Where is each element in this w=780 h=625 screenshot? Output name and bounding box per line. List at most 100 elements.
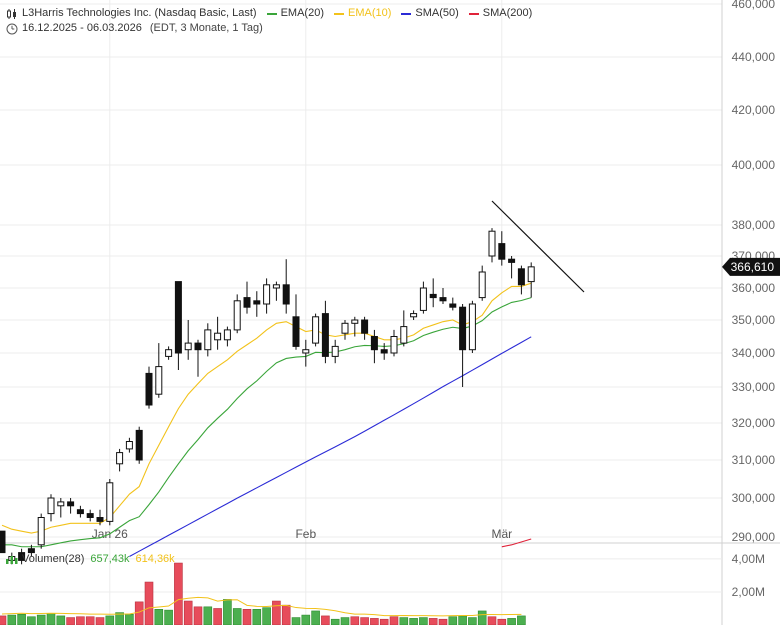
volume-bar <box>281 604 291 625</box>
y-tick-label: 350,000 <box>732 313 776 327</box>
volume-value-1: 657,43k <box>90 553 130 565</box>
legend-item-ema10[interactable]: EMA(10) <box>333 6 391 21</box>
volume-bar <box>134 601 144 625</box>
candlestick-icon <box>7 8 16 19</box>
candle-body <box>184 342 192 351</box>
volume-bar <box>428 618 438 625</box>
candle-body <box>116 452 124 465</box>
candle-body <box>204 329 212 351</box>
candle-body <box>67 501 75 507</box>
candle-body <box>449 303 457 308</box>
candle-body <box>439 297 447 302</box>
volume-bar <box>330 618 340 625</box>
y-tick-label: 380,000 <box>732 218 776 232</box>
volume-bar <box>56 615 66 625</box>
volume-bar <box>66 617 75 625</box>
candle-body <box>361 319 369 334</box>
volume-bar <box>154 609 164 625</box>
y-tick-label: 330,000 <box>732 380 776 394</box>
candle-body <box>370 336 378 351</box>
ema20-swatch <box>266 12 277 15</box>
volume-bar <box>477 610 487 625</box>
candle-body <box>174 281 182 354</box>
y-tick-label: 300,000 <box>732 491 776 505</box>
legend-date-row: 16.12.2025 - 06.03.2026 (EDT, 3 Monate, … <box>6 21 532 36</box>
volume-bar <box>193 606 203 625</box>
ema10-line <box>1 282 532 534</box>
volume-bar <box>36 614 46 625</box>
last-price-label: 366,610 <box>731 260 775 274</box>
candle-body <box>243 297 251 308</box>
legend-title-row: L3Harris Technologies Inc. (Nasdaq Basic… <box>6 6 532 21</box>
legend-item-sma200[interactable]: SMA(200) <box>468 6 533 21</box>
volume-bar <box>507 618 516 625</box>
volume-bars-icon <box>6 556 18 564</box>
candle-body <box>145 372 153 406</box>
candle-body <box>27 548 35 554</box>
volume-tick-label: 2,00M <box>732 585 765 599</box>
volume-bar <box>497 618 507 625</box>
volume-bar <box>46 613 56 625</box>
ema10-swatch <box>333 12 344 15</box>
volume-bar <box>183 600 193 625</box>
legend-item-ema20[interactable]: EMA(20) <box>266 6 324 21</box>
candle-body <box>419 287 427 311</box>
y-tick-label: 310,000 <box>732 453 776 467</box>
volume-label: Volumen(28) <box>22 553 85 565</box>
candle-body <box>125 441 133 450</box>
y-tick-label: 400,000 <box>732 158 776 172</box>
candle-body <box>214 332 222 341</box>
x-tick-label: Feb <box>295 527 316 541</box>
volume-bar <box>223 599 232 625</box>
volume-tick-label: 4,00M <box>732 552 765 566</box>
volume-bar <box>115 612 124 625</box>
candle-body <box>351 319 359 324</box>
candle-body <box>57 501 65 507</box>
candle-body <box>508 258 516 263</box>
volume-bar <box>360 617 369 625</box>
volume-bar <box>174 562 183 625</box>
volume-bar <box>203 606 213 625</box>
candle-body <box>380 349 388 354</box>
volume-bar <box>438 618 448 625</box>
y-tick-label: 420,000 <box>732 103 776 117</box>
volume-bar <box>95 617 105 625</box>
volume-bar <box>291 617 301 625</box>
candle-body <box>488 230 496 257</box>
candle-body <box>390 336 398 354</box>
sma200-swatch <box>468 12 479 15</box>
volume-bar <box>7 614 17 625</box>
candle-body <box>47 497 55 515</box>
volume-bar <box>448 616 458 625</box>
volume-bar <box>419 617 428 625</box>
volume-bar <box>17 613 26 625</box>
candle-body <box>312 316 320 344</box>
candle-body <box>272 284 280 289</box>
candle-body <box>253 300 261 305</box>
volume-bar <box>311 610 320 625</box>
volume-bar <box>105 615 115 625</box>
instrument-title: L3Harris Technologies Inc. (Nasdaq Basic… <box>22 7 257 19</box>
volume-bar <box>252 609 262 625</box>
volume-bar <box>379 618 389 625</box>
candle-body <box>331 345 339 357</box>
candle-body <box>96 517 104 522</box>
candle-body <box>76 509 84 515</box>
legend-label-sma200: SMA(200) <box>482 7 533 19</box>
legend-item-sma50[interactable]: SMA(50) <box>401 6 459 21</box>
y-tick-label: 360,000 <box>732 281 776 295</box>
candle-body <box>292 316 300 347</box>
y-tick-label: 440,000 <box>732 50 776 64</box>
volume-bar <box>487 616 497 625</box>
volume-bar <box>350 616 360 625</box>
candle-body <box>135 429 143 461</box>
volume-bar <box>262 607 271 625</box>
volume-bar <box>232 608 242 625</box>
candle-body <box>410 313 418 318</box>
volume-bar <box>321 615 330 625</box>
volume-bar <box>0 615 7 625</box>
candle-body <box>341 322 349 334</box>
volume-average-line <box>1 596 522 617</box>
volume-bar <box>242 609 252 625</box>
volume-bar <box>125 613 134 625</box>
